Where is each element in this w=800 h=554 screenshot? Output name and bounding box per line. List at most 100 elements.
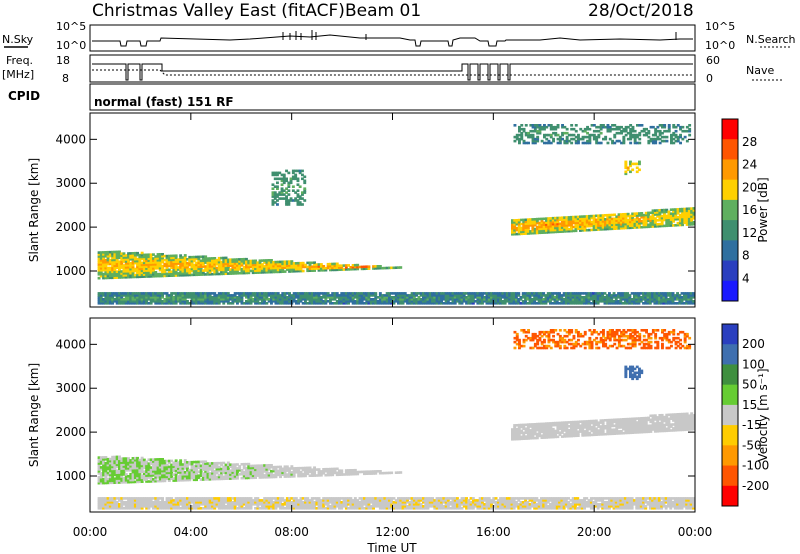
heatmap-cell <box>165 463 169 467</box>
heatmap-cell <box>296 169 300 173</box>
heatmap-cell <box>206 468 210 471</box>
heatmap-cell <box>683 217 687 221</box>
heatmap-cell <box>272 465 276 469</box>
heatmap-cell <box>685 223 689 226</box>
heatmap-cell <box>281 294 285 297</box>
heatmap-cell <box>549 302 552 305</box>
heatmap-cell <box>529 129 533 133</box>
heatmap-cell <box>681 137 685 141</box>
heatmap-cell <box>645 127 648 131</box>
heatmap-cell <box>517 300 521 303</box>
heatmap-cell <box>678 209 682 213</box>
heatmap-cell <box>192 472 196 476</box>
heatmap-cell <box>254 474 257 477</box>
heatmap-cell <box>197 273 201 276</box>
heatmap-cell <box>177 258 180 261</box>
heatmap-cell <box>147 294 151 297</box>
heatmap-cell <box>254 271 257 274</box>
heatmap-cell <box>533 423 537 426</box>
heatmap-cell <box>356 265 360 269</box>
heatmap-cell <box>485 300 489 303</box>
heatmap-cell <box>599 292 602 295</box>
heatmap-cell <box>206 263 210 266</box>
heatmap-cell <box>111 276 115 280</box>
heatmap-cell <box>313 298 316 301</box>
heatmap-cell <box>147 292 151 295</box>
heatmap-cell <box>572 422 576 426</box>
heatmap-cell <box>569 294 573 297</box>
heatmap-cell <box>154 296 158 299</box>
heatmap-cell <box>224 292 228 295</box>
heatmap-cell <box>520 222 523 226</box>
heatmap-cell <box>524 224 528 227</box>
heatmap-cell <box>270 262 273 266</box>
heatmap-cell <box>685 292 689 295</box>
heatmap-cell <box>102 302 105 305</box>
heatmap-cell <box>378 294 382 297</box>
heatmap-cell <box>551 230 555 234</box>
heatmap-cell <box>278 177 282 181</box>
heatmap-cell <box>620 131 623 135</box>
heatmap-cell <box>551 435 555 439</box>
heatmap-cell <box>367 472 371 475</box>
heatmap-cell <box>215 270 219 274</box>
heatmap-cell <box>383 294 387 297</box>
heatmap-cell <box>672 423 675 426</box>
heatmap-cell <box>165 469 169 473</box>
heatmap-cell <box>338 298 341 301</box>
heatmap-cell <box>213 477 217 481</box>
heatmap-cell <box>174 266 178 269</box>
heatmap-cell <box>633 298 636 301</box>
heatmap-cell <box>554 131 558 135</box>
heatmap-cell <box>122 276 126 279</box>
heatmap-cell <box>195 292 198 295</box>
heatmap-cell <box>637 296 641 299</box>
heatmap-cell <box>651 414 655 417</box>
heatmap-cell <box>669 415 673 418</box>
heatmap-cell <box>197 294 201 297</box>
heatmap-cell <box>606 418 610 422</box>
heatmap-cell <box>638 423 641 426</box>
heatmap-cell <box>367 294 371 297</box>
heatmap-cell <box>623 296 627 299</box>
heatmap-cell <box>224 262 228 266</box>
heatmap-cell <box>154 302 158 305</box>
heatmap-cell <box>651 139 655 143</box>
heatmap-cell <box>540 125 544 129</box>
heatmap-cell <box>170 469 174 473</box>
heatmap-cell <box>642 296 645 299</box>
heatmap-cell <box>444 294 448 297</box>
heatmap-cell <box>517 218 521 222</box>
heatmap-cell <box>685 302 689 305</box>
heatmap-cell <box>617 125 621 129</box>
heatmap-cell <box>687 292 691 295</box>
heatmap-cell <box>206 296 210 299</box>
heatmap-cell <box>517 228 521 232</box>
heatmap-cell <box>449 298 453 301</box>
heatmap-cell <box>570 223 573 227</box>
heatmap-cell <box>177 467 180 470</box>
heatmap-cell <box>158 268 162 272</box>
heatmap-cell <box>558 296 561 299</box>
heatmap-cell <box>115 469 119 472</box>
heatmap-cell <box>424 298 428 301</box>
heatmap-cell <box>640 424 644 428</box>
heatmap-cell <box>299 294 303 297</box>
heatmap-cell <box>658 416 662 419</box>
heatmap-cell <box>263 466 267 469</box>
heatmap-cell <box>690 215 694 218</box>
heatmap-cell <box>283 294 287 297</box>
heatmap-cell <box>142 269 146 272</box>
heatmap-cell <box>561 137 564 141</box>
heatmap-cell <box>167 471 171 475</box>
heatmap-cell <box>140 480 144 483</box>
heatmap-cell <box>170 254 174 258</box>
heatmap-cell <box>511 219 514 222</box>
heatmap-cell <box>399 292 403 295</box>
heatmap-cell <box>647 225 650 229</box>
heatmap-cell <box>272 294 276 297</box>
heatmap-cell <box>115 256 119 260</box>
heatmap-cell <box>124 268 128 271</box>
heatmap-cell <box>549 433 553 437</box>
heatmap-cell <box>201 478 205 481</box>
